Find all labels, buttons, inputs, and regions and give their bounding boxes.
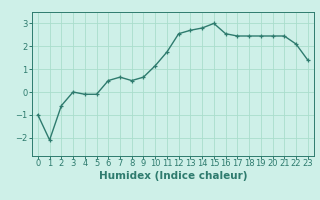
X-axis label: Humidex (Indice chaleur): Humidex (Indice chaleur): [99, 171, 247, 181]
